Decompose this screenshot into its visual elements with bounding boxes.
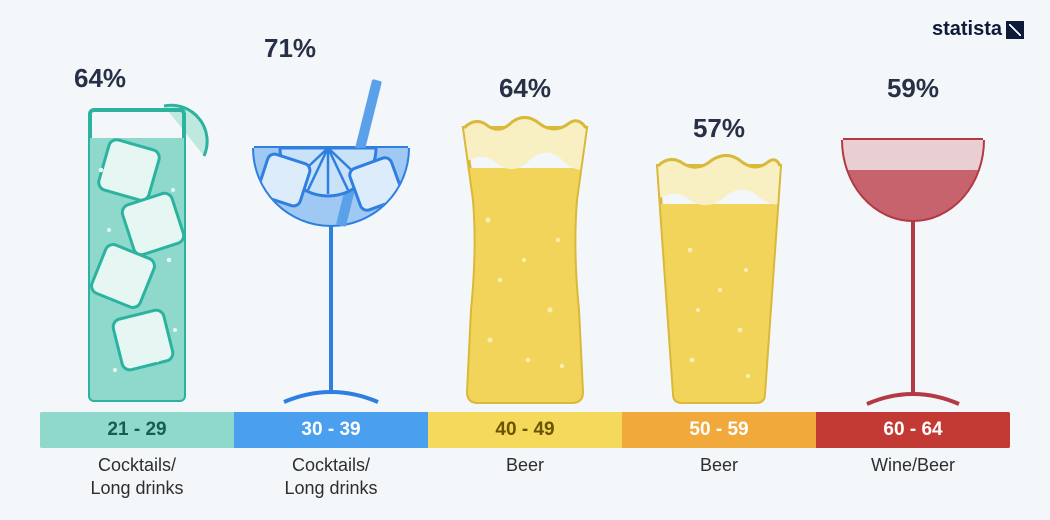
drink-label: Beer [428,454,622,499]
beer-pint-icon [440,110,610,410]
drinks-row: 64% 71% [40,40,1010,410]
age-label: 40 - 49 [495,419,554,441]
age-bar: 21 - 29 30 - 39 40 - 49 50 - 59 60 - 64 [40,412,1010,448]
age-seg-4: 60 - 64 [816,412,1010,448]
pct-label: 59% [887,73,939,104]
gin-glass-icon [236,70,426,410]
col-50-59: 57% [622,113,816,410]
drink-label: Cocktails/ Long drinks [234,454,428,499]
age-label: 30 - 39 [301,419,360,441]
age-seg-3: 50 - 59 [622,412,816,448]
pct-label: 64% [499,73,551,104]
highball-icon [57,100,217,410]
age-seg-0: 21 - 29 [40,412,234,448]
pct-label: 64% [74,63,126,94]
beer-tumbler-icon [634,150,804,410]
drink-labels: Cocktails/ Long drinks Cocktails/ Long d… [40,454,1010,499]
age-seg-2: 40 - 49 [428,412,622,448]
brand-logo: statista [932,18,1024,41]
brand-text: statista [932,18,1002,41]
age-label: 50 - 59 [689,419,748,441]
pct-label: 71% [264,33,316,64]
drink-label: Cocktails/ Long drinks [40,454,234,499]
age-seg-1: 30 - 39 [234,412,428,448]
age-label: 21 - 29 [107,419,166,441]
pct-label: 57% [693,113,745,144]
drink-label: Wine/Beer [816,454,1010,499]
col-60-64: 59% [816,73,1010,410]
col-40-49: 64% [428,73,622,410]
brand-glyph-icon [1006,21,1024,39]
age-label: 60 - 64 [883,419,942,441]
drink-label: Beer [622,454,816,499]
col-30-39: 71% [234,33,428,410]
col-21-29: 64% [40,63,234,410]
wine-glass-icon [823,110,1003,410]
